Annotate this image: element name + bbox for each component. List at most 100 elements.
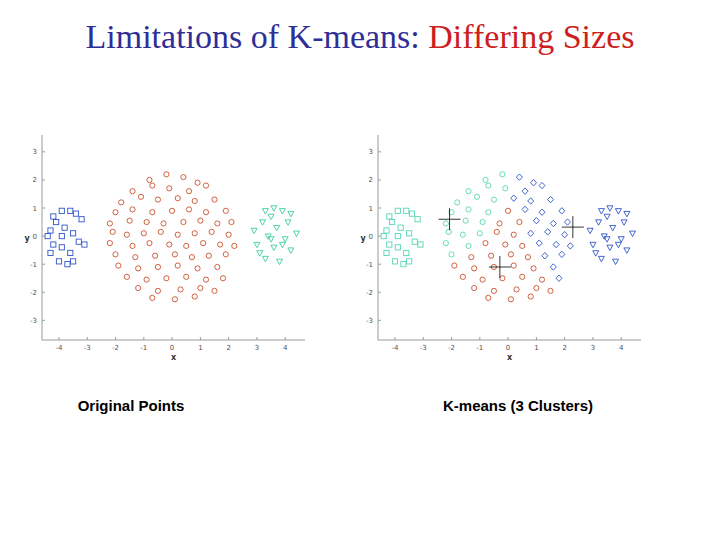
x-tick — [479, 337, 480, 340]
point — [229, 219, 234, 224]
point — [531, 180, 537, 186]
point — [604, 237, 610, 242]
point — [503, 242, 508, 247]
point — [71, 259, 76, 264]
point — [418, 242, 423, 247]
point — [550, 220, 556, 226]
x-tick — [256, 337, 257, 340]
point — [212, 197, 217, 202]
point — [618, 237, 624, 242]
point — [460, 232, 465, 237]
x-tick — [172, 337, 173, 340]
y-tick-label: 2 — [33, 176, 37, 184]
point — [545, 229, 551, 235]
point — [268, 214, 274, 219]
y-tick-label: 0 — [33, 233, 37, 241]
point — [472, 266, 477, 271]
point — [254, 242, 260, 247]
title-text: Limitations of K-means: — [86, 18, 429, 55]
point — [534, 285, 539, 290]
y-tick-label: 3 — [369, 148, 373, 156]
point — [528, 294, 533, 299]
point — [514, 287, 519, 292]
y-tick — [42, 208, 45, 209]
x-tick — [200, 337, 201, 340]
point — [525, 255, 530, 260]
point — [500, 172, 505, 177]
x-tick-label: 3 — [591, 344, 595, 352]
y-tick-label: -1 — [30, 261, 37, 269]
point — [615, 242, 621, 247]
point — [136, 266, 141, 271]
point — [407, 259, 412, 264]
point — [559, 251, 565, 257]
point — [153, 253, 158, 258]
point — [150, 210, 155, 215]
x-tick — [451, 337, 452, 340]
point — [387, 214, 392, 219]
point — [172, 297, 177, 302]
point — [472, 285, 477, 290]
point — [198, 285, 203, 290]
point — [460, 274, 465, 279]
point — [175, 232, 180, 237]
y-tick-label: 1 — [33, 205, 37, 213]
point — [65, 262, 70, 267]
point — [124, 274, 129, 279]
point — [68, 250, 73, 255]
x-tick — [592, 337, 593, 340]
point — [201, 241, 206, 246]
point — [517, 219, 522, 224]
title-highlight: Differing Sizes — [428, 18, 634, 55]
point — [274, 225, 280, 230]
centroid — [439, 208, 461, 230]
point — [494, 229, 499, 234]
x-tick-label: -3 — [420, 344, 427, 352]
point — [262, 256, 268, 261]
point — [621, 220, 627, 225]
centroid-v — [449, 208, 450, 230]
point — [181, 219, 186, 224]
y-tick — [378, 292, 381, 293]
point — [206, 253, 211, 258]
point — [520, 243, 525, 248]
x-axis — [42, 340, 305, 341]
point — [505, 208, 510, 213]
y-tick — [378, 208, 381, 209]
point — [76, 239, 81, 244]
point — [520, 274, 525, 279]
centroid — [489, 256, 511, 278]
x-tick-label: -1 — [476, 344, 483, 352]
point — [500, 276, 505, 281]
point — [395, 208, 400, 213]
point — [486, 295, 491, 300]
point — [223, 252, 228, 257]
point — [56, 259, 61, 264]
point — [268, 237, 274, 242]
point — [167, 186, 172, 191]
point — [195, 266, 200, 271]
x-tick-label: -2 — [448, 344, 455, 352]
point — [508, 252, 513, 257]
point — [486, 183, 491, 188]
point — [155, 264, 160, 269]
x-tick — [115, 337, 116, 340]
point — [508, 297, 513, 302]
point — [158, 229, 163, 234]
point — [71, 231, 76, 236]
point — [279, 209, 285, 214]
point — [452, 263, 457, 268]
y-tick — [378, 264, 381, 265]
point — [497, 221, 502, 226]
point — [54, 219, 59, 224]
point — [223, 208, 228, 213]
point — [536, 240, 542, 246]
point — [553, 241, 559, 247]
y-tick — [378, 179, 381, 180]
point — [184, 243, 189, 248]
point — [116, 263, 121, 268]
point — [604, 214, 610, 219]
slide: Limitations of K-means: Differing Sizes -… — [0, 0, 720, 540]
point — [181, 175, 186, 180]
point — [164, 276, 169, 281]
